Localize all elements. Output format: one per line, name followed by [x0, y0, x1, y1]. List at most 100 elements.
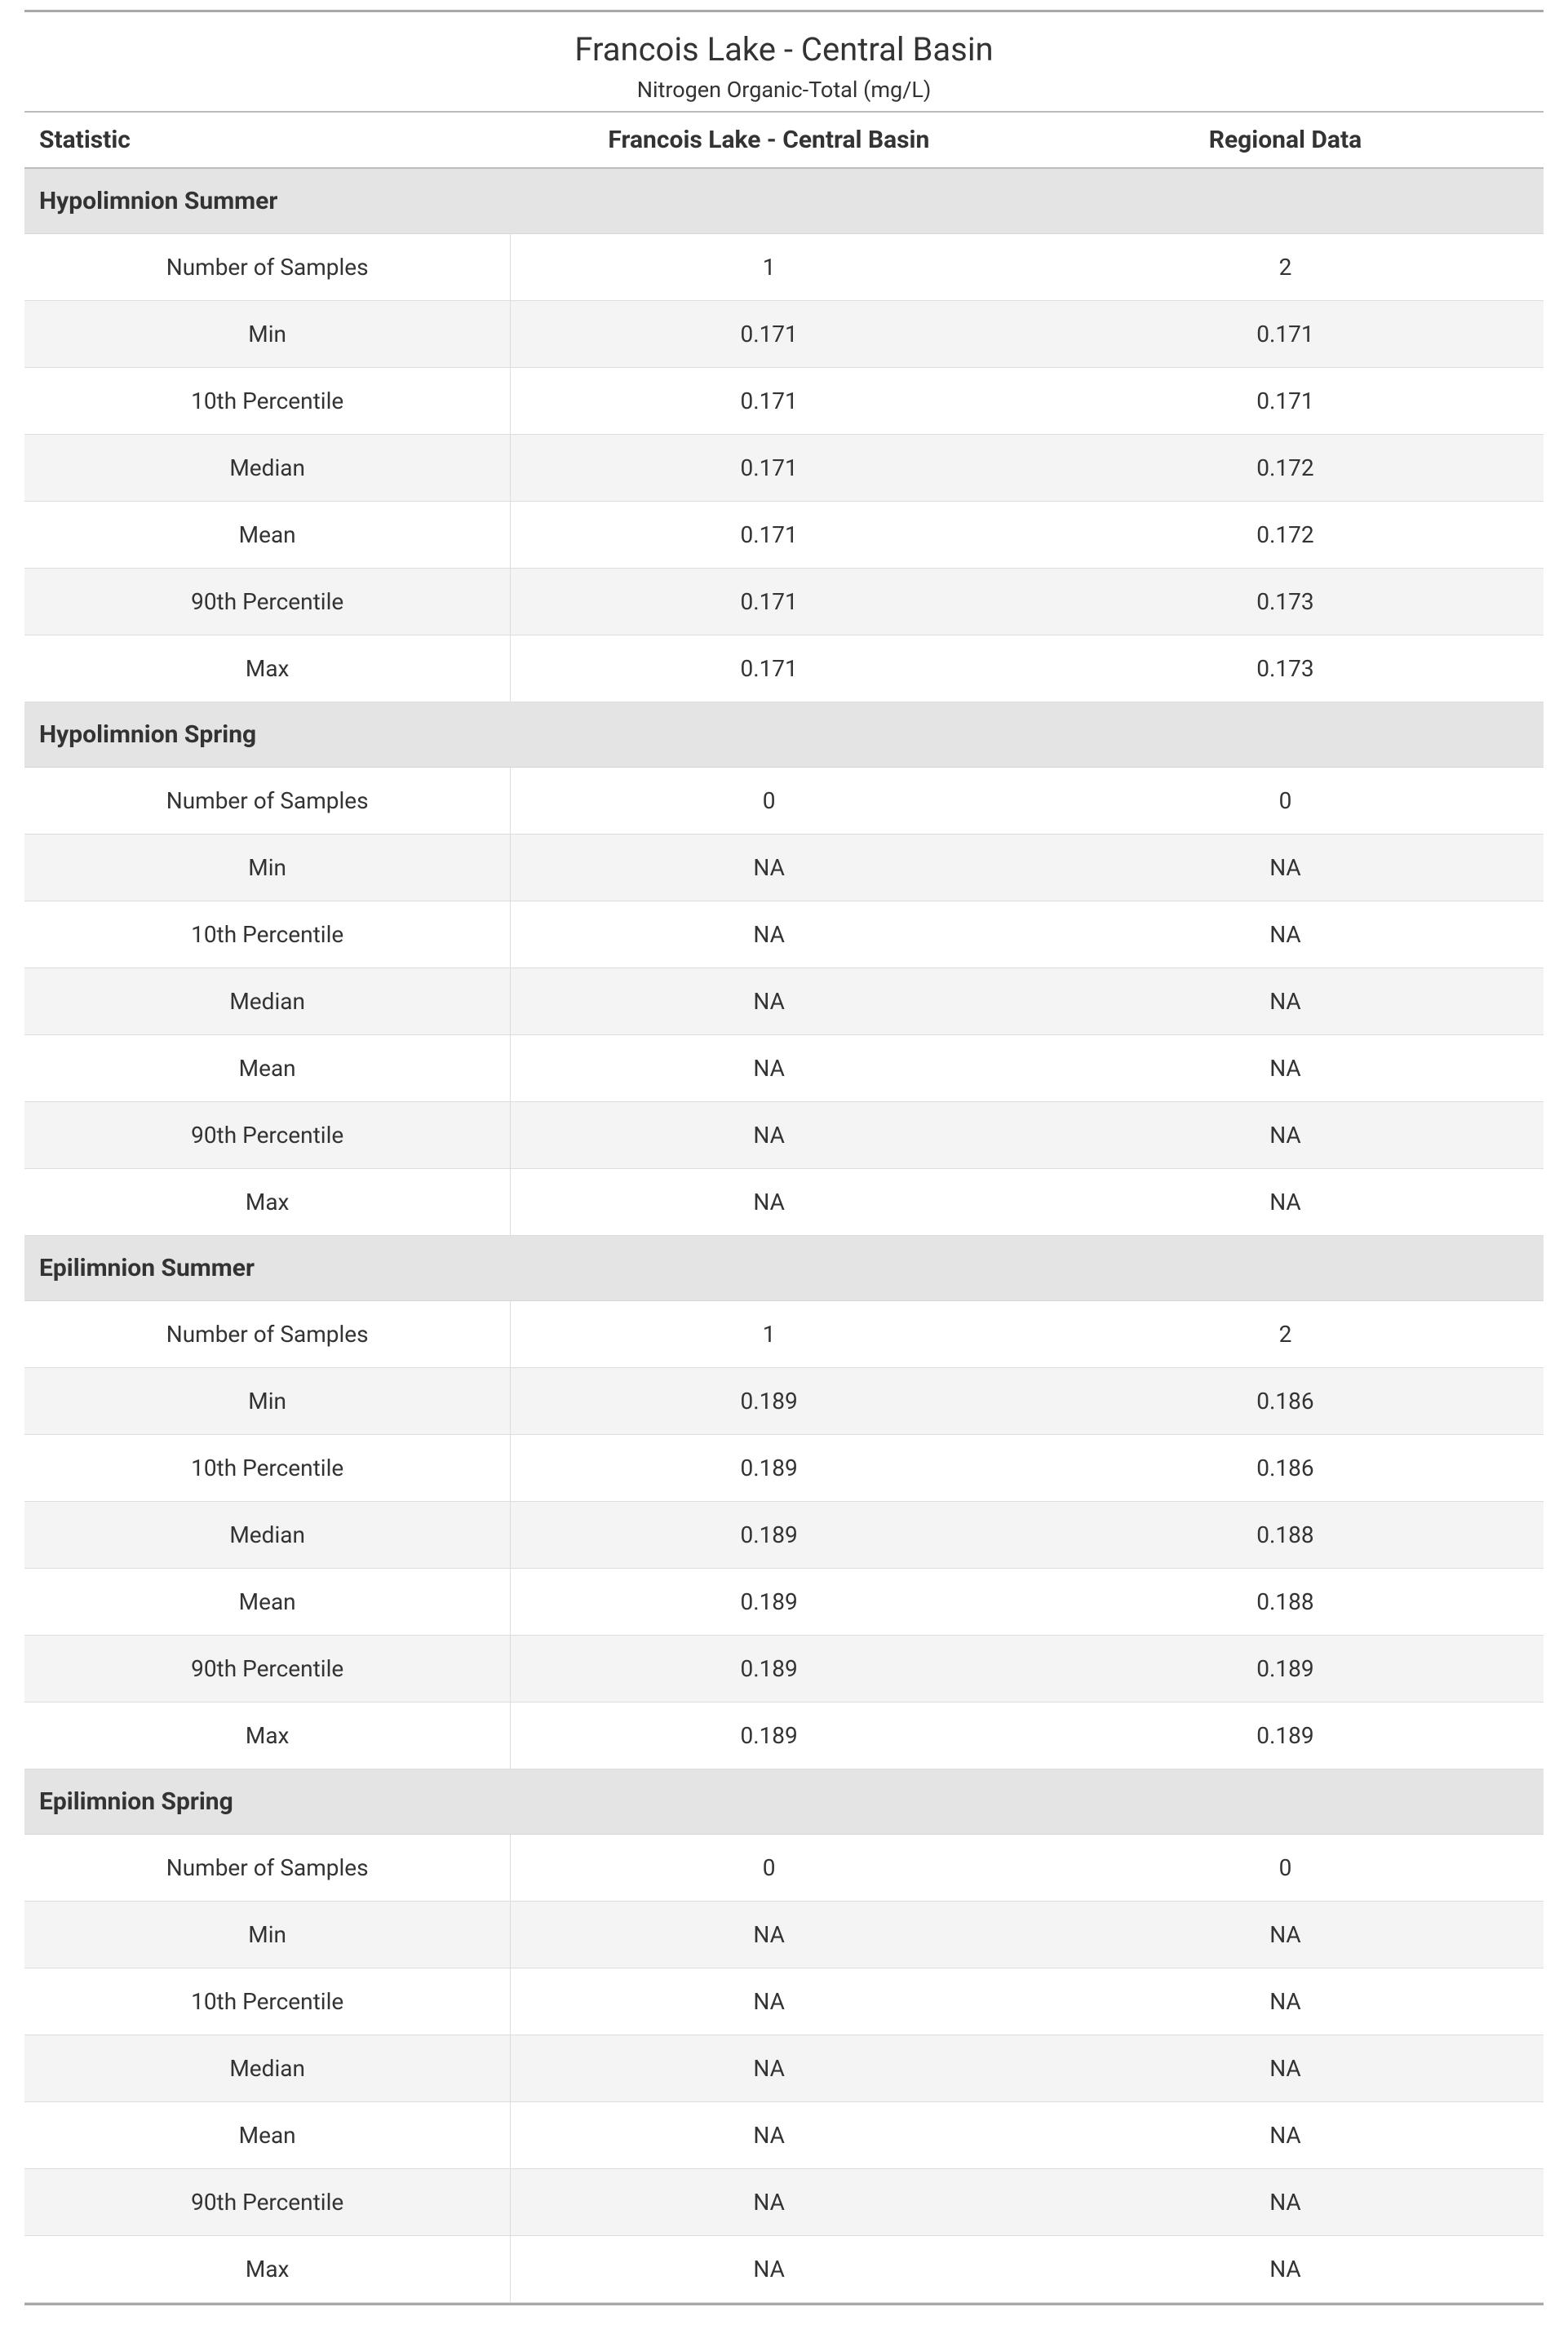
- region-value: NA: [1027, 901, 1544, 968]
- table-row: Median0.1710.172: [24, 435, 1544, 502]
- region-value: NA: [1027, 2236, 1544, 2303]
- stat-label: Min: [24, 1902, 511, 1968]
- stat-label: Median: [24, 968, 511, 1035]
- section-title: Hypolimnion Spring: [24, 702, 1544, 768]
- region-value: 0.173: [1027, 635, 1544, 702]
- site-value: NA: [511, 1902, 1027, 1968]
- region-value: NA: [1027, 2169, 1544, 2236]
- stat-label: Min: [24, 835, 511, 901]
- table-row: Min0.1890.186: [24, 1368, 1544, 1435]
- page-subtitle: Nitrogen Organic-Total (mg/L): [24, 77, 1544, 103]
- region-value: NA: [1027, 1902, 1544, 1968]
- region-value: 0.171: [1027, 368, 1544, 435]
- table-row: 10th Percentile0.1710.171: [24, 368, 1544, 435]
- stat-label: Number of Samples: [24, 234, 511, 301]
- site-value: NA: [511, 1102, 1027, 1169]
- table-row: MaxNANA: [24, 2236, 1544, 2303]
- region-value: 0.189: [1027, 1703, 1544, 1769]
- stat-label: 90th Percentile: [24, 1102, 511, 1169]
- region-value: NA: [1027, 968, 1544, 1035]
- table-row: Mean0.1890.188: [24, 1569, 1544, 1636]
- stat-label: Median: [24, 435, 511, 502]
- site-value: 0.171: [511, 368, 1027, 435]
- section-header: Hypolimnion Spring: [24, 702, 1544, 768]
- region-value: 0.171: [1027, 301, 1544, 368]
- region-value: 0.186: [1027, 1435, 1544, 1502]
- site-value: 0.171: [511, 502, 1027, 569]
- region-value: 2: [1027, 234, 1544, 301]
- table-row: Number of Samples00: [24, 1835, 1544, 1902]
- stat-label: Mean: [24, 1569, 511, 1636]
- table-row: 90th Percentile0.1890.189: [24, 1636, 1544, 1703]
- site-value: NA: [511, 2236, 1027, 2303]
- site-value: NA: [511, 968, 1027, 1035]
- region-value: 0.188: [1027, 1569, 1544, 1636]
- table-row: 10th PercentileNANA: [24, 901, 1544, 968]
- table-row: 90th PercentileNANA: [24, 2169, 1544, 2236]
- table-row: MinNANA: [24, 835, 1544, 901]
- region-value: NA: [1027, 1102, 1544, 1169]
- table-row: MaxNANA: [24, 1169, 1544, 1236]
- section-header: Epilimnion Summer: [24, 1236, 1544, 1301]
- section-title: Epilimnion Spring: [24, 1769, 1544, 1835]
- region-value: 0.188: [1027, 1502, 1544, 1569]
- table-row: Number of Samples12: [24, 1301, 1544, 1368]
- stat-label: Number of Samples: [24, 1301, 511, 1368]
- table-row: MinNANA: [24, 1902, 1544, 1968]
- region-value: NA: [1027, 1968, 1544, 2035]
- table-header-row: Statistic Francois Lake - Central Basin …: [24, 112, 1544, 168]
- section-header: Epilimnion Spring: [24, 1769, 1544, 1835]
- site-value: 1: [511, 1301, 1027, 1368]
- site-value: NA: [511, 835, 1027, 901]
- site-value: 0.189: [511, 1636, 1027, 1703]
- site-value: 0.189: [511, 1435, 1027, 1502]
- region-value: 2: [1027, 1301, 1544, 1368]
- site-value: NA: [511, 1035, 1027, 1102]
- site-value: 0: [511, 768, 1027, 835]
- section-header: Hypolimnion Summer: [24, 168, 1544, 234]
- site-value: 0.189: [511, 1569, 1027, 1636]
- bottom-rule: [24, 2303, 1544, 2305]
- col-header-site: Francois Lake - Central Basin: [511, 112, 1027, 168]
- page: Francois Lake - Central Basin Nitrogen O…: [0, 10, 1568, 2338]
- stat-label: Median: [24, 2035, 511, 2102]
- region-value: 0: [1027, 768, 1544, 835]
- stat-label: Number of Samples: [24, 768, 511, 835]
- region-value: NA: [1027, 835, 1544, 901]
- stat-label: Mean: [24, 2102, 511, 2169]
- site-value: 1: [511, 234, 1027, 301]
- stat-label: Mean: [24, 1035, 511, 1102]
- site-value: 0.171: [511, 435, 1027, 502]
- table-row: Number of Samples12: [24, 234, 1544, 301]
- table-row: 90th Percentile0.1710.173: [24, 569, 1544, 635]
- site-value: NA: [511, 2169, 1027, 2236]
- col-header-region: Regional Data: [1027, 112, 1544, 168]
- table-row: 10th PercentileNANA: [24, 1968, 1544, 2035]
- stat-label: 10th Percentile: [24, 368, 511, 435]
- table-row: MedianNANA: [24, 968, 1544, 1035]
- site-value: 0: [511, 1835, 1027, 1902]
- table-row: Max0.1710.173: [24, 635, 1544, 702]
- section-title: Hypolimnion Summer: [24, 168, 1544, 234]
- region-value: 0.186: [1027, 1368, 1544, 1435]
- site-value: NA: [511, 901, 1027, 968]
- stat-label: 10th Percentile: [24, 901, 511, 968]
- region-value: 0: [1027, 1835, 1544, 1902]
- region-value: NA: [1027, 2102, 1544, 2169]
- table-row: MeanNANA: [24, 1035, 1544, 1102]
- table-row: Median0.1890.188: [24, 1502, 1544, 1569]
- stat-label: Max: [24, 2236, 511, 2303]
- site-value: 0.189: [511, 1368, 1027, 1435]
- table-row: Number of Samples00: [24, 768, 1544, 835]
- site-value: 0.189: [511, 1502, 1027, 1569]
- stat-label: 90th Percentile: [24, 1636, 511, 1703]
- stat-label: 10th Percentile: [24, 1968, 511, 2035]
- region-value: 0.173: [1027, 569, 1544, 635]
- stat-label: Mean: [24, 502, 511, 569]
- stat-label: 90th Percentile: [24, 2169, 511, 2236]
- page-title: Francois Lake - Central Basin: [24, 30, 1544, 69]
- stat-label: Min: [24, 1368, 511, 1435]
- col-header-statistic: Statistic: [24, 112, 511, 168]
- section-title: Epilimnion Summer: [24, 1236, 1544, 1301]
- site-value: NA: [511, 2035, 1027, 2102]
